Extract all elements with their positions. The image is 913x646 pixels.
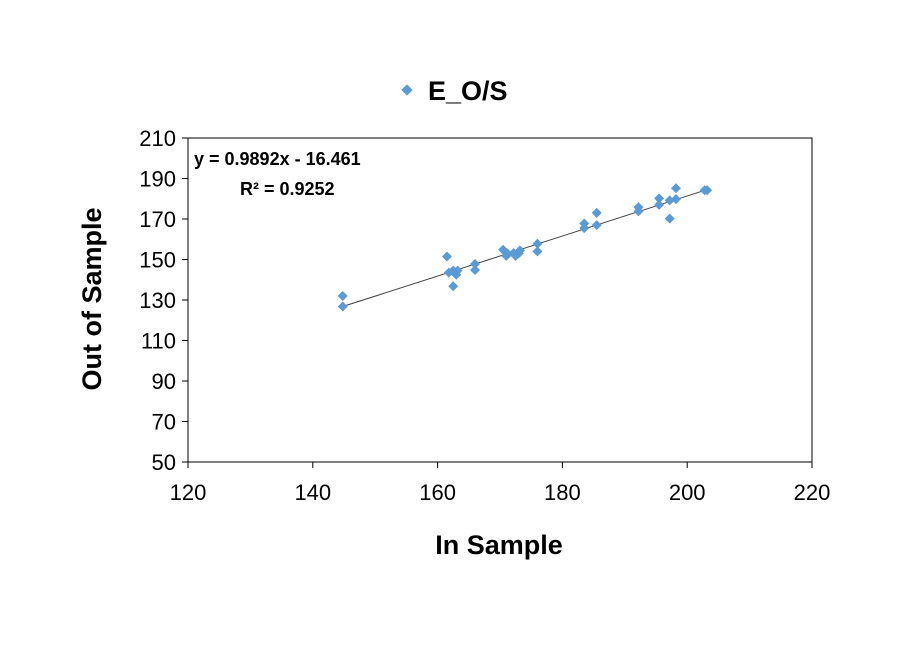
- data-point: [702, 185, 713, 196]
- y-tick-label: 110: [141, 329, 176, 354]
- data-point: [591, 207, 602, 218]
- legend-label: E_O/S: [428, 76, 508, 106]
- y-tick-label: 190: [139, 167, 176, 192]
- data-point: [670, 183, 681, 194]
- x-axis-title: In Sample: [435, 530, 563, 560]
- data-point: [470, 265, 481, 276]
- data-point: [452, 265, 463, 276]
- data-point: [532, 238, 543, 249]
- data-point: [633, 206, 644, 217]
- data-point: [591, 220, 602, 231]
- data-point: [654, 193, 665, 204]
- data-point: [579, 223, 590, 234]
- y-tick-label: 150: [139, 248, 176, 273]
- x-tick-label: 200: [669, 480, 706, 505]
- trendline: [342, 189, 708, 308]
- x-tick-label: 160: [419, 480, 456, 505]
- data-point: [448, 281, 459, 292]
- x-axis: 120 140 160 180 200 220: [170, 462, 831, 505]
- x-tick-label: 140: [294, 480, 331, 505]
- data-point: [337, 301, 348, 312]
- data-point: [664, 213, 675, 224]
- data-point: [337, 290, 348, 301]
- y-tick-label: 90: [152, 369, 176, 394]
- y-tick-label: 130: [139, 288, 176, 313]
- legend: E_O/S: [401, 76, 508, 106]
- x-tick-label: 120: [170, 480, 207, 505]
- data-point: [441, 251, 452, 262]
- x-tick-label: 180: [544, 480, 581, 505]
- r-squared-label: R² = 0.9252: [240, 179, 335, 199]
- y-tick-label: 50: [152, 450, 176, 475]
- data-point: [670, 194, 681, 205]
- y-axis-title: Out of Sample: [77, 207, 107, 390]
- data-points: [337, 183, 713, 312]
- trendline-equation: y = 0.9892x - 16.461: [194, 149, 361, 169]
- legend-marker: [401, 84, 413, 96]
- y-tick-label: 210: [139, 126, 176, 151]
- data-point: [470, 258, 481, 269]
- data-point: [654, 199, 665, 210]
- x-tick-label: 220: [794, 480, 831, 505]
- y-tick-label: 70: [152, 410, 176, 435]
- data-point: [502, 248, 513, 259]
- y-tick-label: 170: [139, 207, 176, 232]
- data-point: [532, 246, 543, 257]
- y-axis: 50 70 90 110 130 150 170 190 210: [139, 126, 188, 475]
- data-point: [514, 245, 525, 256]
- data-point: [664, 195, 675, 206]
